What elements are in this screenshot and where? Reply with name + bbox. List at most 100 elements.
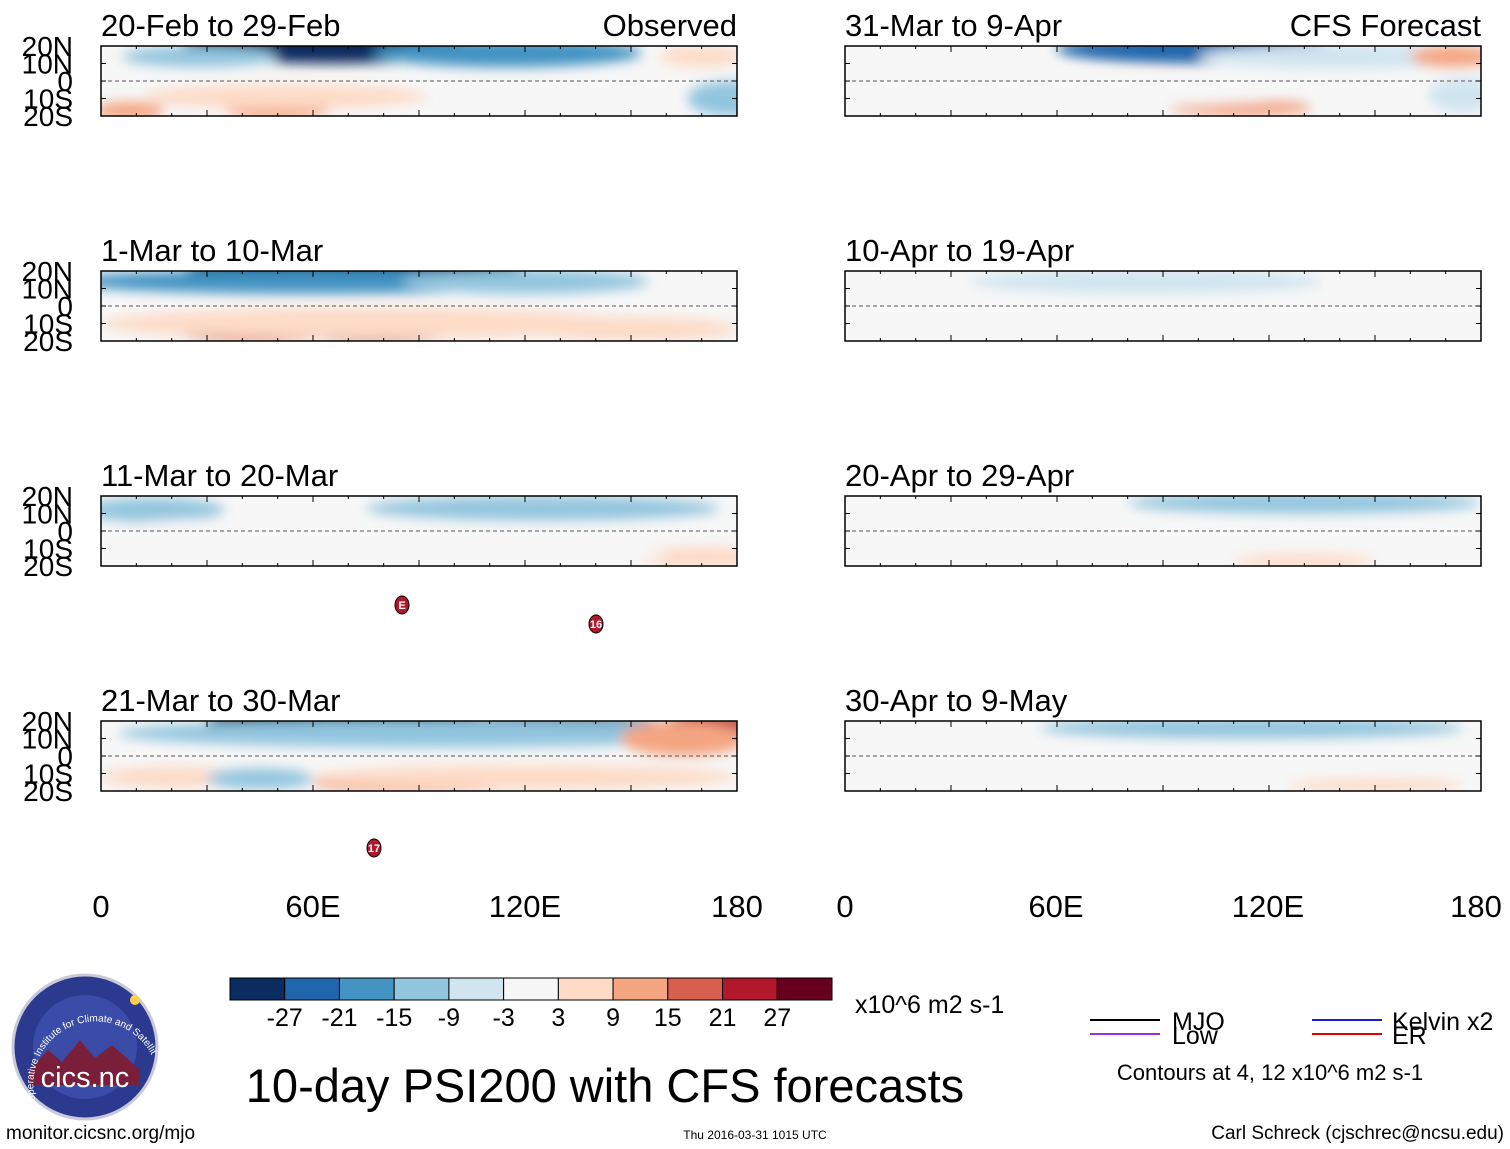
storm-marker-label: E (398, 600, 405, 612)
color-bar-label: -9 (438, 1004, 460, 1032)
panel-period-title: 21-Mar to 30-Mar (101, 683, 340, 718)
y-tick-label: 20S (23, 326, 73, 357)
anomaly-field (845, 496, 1481, 566)
anomaly-field (101, 721, 737, 791)
y-tick-label: 0 (57, 741, 73, 772)
y-tick-label: 0 (57, 291, 73, 322)
y-tick-label: 20N (22, 706, 73, 737)
storm-marker-label: 16 (590, 619, 602, 631)
x-tick-label: 180 (1450, 889, 1502, 924)
y-tick-label: 0 (57, 66, 73, 97)
legend-label-mjo: MJO (1172, 1008, 1225, 1036)
anomaly-field (845, 721, 1464, 791)
color-bar-segment (776, 977, 833, 1001)
panel-period-title: 20-Apr to 29-Apr (845, 458, 1074, 493)
panel-period-title: 31-Mar to 9-Apr (845, 8, 1062, 43)
negative-anomaly-blob (118, 721, 737, 748)
logo-wordmark: cics.nc (41, 1062, 130, 1094)
positive-anomaly-blob (101, 766, 243, 788)
x-tick-label: 120E (1232, 889, 1304, 924)
negative-anomaly-blob (207, 768, 313, 790)
column-label: CFS Forecast (1290, 8, 1482, 43)
anomaly-field (101, 496, 737, 566)
y-tick-label: 10N (22, 49, 73, 80)
footer-url: monitor.cicsnc.org/mjo (6, 1123, 195, 1144)
color-bar-label: 15 (654, 1004, 682, 1032)
map-panel: 30-Apr to 9-May (844, 683, 1482, 792)
map-panel: 20-Apr to 29-Apr (844, 458, 1482, 567)
positive-anomaly-blob (143, 84, 427, 109)
legend-label-low: Low (1172, 1022, 1219, 1050)
color-bar-segment (667, 977, 724, 1001)
map-panel: 10-Apr to 19-Apr (844, 233, 1482, 342)
color-bar-label: 9 (606, 1004, 620, 1032)
negative-anomaly-blob (366, 496, 720, 521)
positive-anomaly-blob (525, 316, 737, 341)
color-bar-label: -15 (376, 1004, 412, 1032)
x-axis-labels-forecast: 0 60E 120E 180 (836, 889, 1501, 924)
y-tick-label: 20S (23, 776, 73, 807)
positive-anomaly-blob (1410, 46, 1481, 67)
legend-contour-note: Contours at 4, 12 x10^6 m2 s-1 (1117, 1060, 1423, 1085)
color-bar-segment (338, 977, 395, 1001)
y-tick-label: 20N (22, 481, 73, 512)
negative-anomaly-blob (1428, 77, 1481, 113)
y-tick-label: 10N (22, 724, 73, 755)
anomaly-field (101, 46, 737, 116)
storm-marker: 16 (588, 614, 604, 634)
y-tick-label: 20N (22, 31, 73, 62)
y-tick-label: 0 (57, 516, 73, 547)
color-bar-units: x10^6 m2 s-1 (855, 991, 1004, 1019)
panel-period-title: 11-Mar to 20-Mar (101, 458, 338, 493)
y-tick-label: 10N (22, 274, 73, 305)
negative-anomaly-blob (122, 46, 278, 67)
storm-marker-label: 17 (368, 843, 380, 855)
color-bar-segment (612, 977, 669, 1001)
x-tick-label: 180 (711, 889, 763, 924)
footer-credit: Carl Schreck (cjschrec@ncsu.edu) (1211, 1123, 1504, 1144)
contour-legend: MJO Kelvin x2 Low ER Contours at 4, 12 x… (1090, 1008, 1493, 1085)
color-bar-label: 3 (551, 1004, 565, 1032)
positive-anomaly-blob (620, 721, 737, 756)
positive-anomaly-blob (1057, 756, 1411, 784)
footer-timestamp: Thu 2016-03-31 1015 UTC (683, 1128, 827, 1142)
x-axis-labels-observed: 0 60E 120E 180 (92, 889, 762, 924)
panel-period-title: 1-Mar to 10-Mar (101, 233, 323, 268)
y-tick-label: 10N (22, 499, 73, 530)
negative-anomaly-blob (687, 81, 737, 116)
positive-anomaly-blob (659, 46, 737, 67)
positive-anomaly-blob (313, 764, 737, 790)
color-bar-segment (722, 977, 778, 1001)
color-bar-label: 21 (709, 1004, 737, 1032)
negative-anomaly-blob (1039, 721, 1464, 739)
y-tick-label: 10S (23, 759, 73, 790)
positive-anomaly-blob (1357, 274, 1481, 296)
positive-anomaly-blob (136, 548, 278, 566)
positive-anomaly-blob (845, 75, 1322, 108)
negative-anomaly-blob (1127, 496, 1481, 514)
y-tick-label: 20S (23, 551, 73, 582)
x-tick-label: 0 (836, 889, 853, 924)
storm-marker: E (394, 595, 410, 615)
negative-anomaly-blob (401, 271, 649, 294)
y-tick-label: 20S (23, 101, 73, 132)
positive-anomaly-blob (1286, 778, 1464, 791)
x-tick-label: 0 (92, 889, 109, 924)
figure-title: 10-day PSI200 with CFS forecasts (246, 1059, 964, 1112)
color-bar-segment (503, 977, 559, 1001)
y-tick-label: 10S (23, 534, 73, 565)
positive-anomaly-blob (101, 102, 165, 116)
positive-anomaly-blob (631, 546, 737, 566)
y-tick-label: 20N (22, 256, 73, 287)
panel-period-title: 30-Apr to 9-May (845, 683, 1068, 718)
color-bar-label: -3 (493, 1004, 515, 1032)
positive-anomaly-blob (313, 545, 667, 566)
x-tick-label: 60E (285, 889, 340, 924)
panel-period-title: 20-Feb to 29-Feb (101, 8, 341, 43)
y-tick-label: 10S (23, 309, 73, 340)
color-bar-label: -27 (267, 1004, 303, 1032)
